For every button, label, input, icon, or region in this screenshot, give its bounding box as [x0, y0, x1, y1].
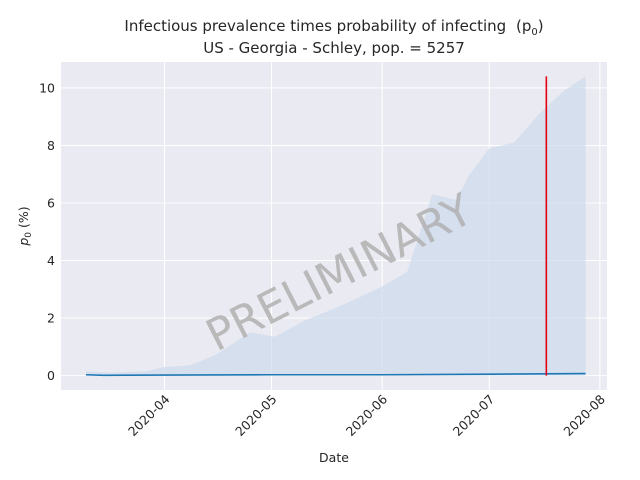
y-axis-ticks: 0 2 4 6 8 10	[39, 80, 55, 383]
x-tick-label: 2020-06	[343, 391, 391, 439]
x-axis-label: Date	[319, 450, 349, 465]
x-tick-label: 2020-08	[560, 391, 608, 439]
y-tick-label: 4	[47, 253, 55, 268]
y-tick-label: 10	[39, 80, 55, 95]
x-tick-label: 2020-04	[125, 391, 173, 439]
confidence-band-area	[85, 76, 586, 376]
y-axis-label-subscript: 0	[24, 232, 34, 238]
y-axis-label: p0 (%)	[16, 206, 34, 246]
x-axis-ticks: 2020-04 2020-05 2020-06 2020-07 2020-08	[125, 391, 608, 439]
y-tick-label: 0	[47, 368, 55, 383]
x-tick-label: 2020-05	[232, 392, 280, 440]
chart-title: Infectious prevalence times probability …	[124, 17, 543, 38]
y-axis-label-unit: (%)	[16, 206, 31, 232]
y-tick-label: 8	[47, 138, 55, 153]
chart-subtitle: US - Georgia - Schley, pop. = 5257	[203, 39, 465, 57]
x-tick-label: 2020-07	[450, 392, 498, 440]
chart-title-text: Infectious prevalence times probability …	[124, 17, 506, 35]
y-tick-label: 2	[47, 311, 55, 326]
p0-series	[85, 372, 586, 377]
confidence-band	[85, 76, 586, 376]
y-tick-label: 6	[47, 195, 55, 210]
chart-title-subscript: 0	[531, 27, 537, 38]
y-axis-label-symbol: p	[16, 238, 31, 247]
chart-title-symbol-close: )	[538, 17, 544, 35]
p0-line	[85, 372, 586, 377]
chart-title-symbol: (p	[516, 17, 531, 35]
